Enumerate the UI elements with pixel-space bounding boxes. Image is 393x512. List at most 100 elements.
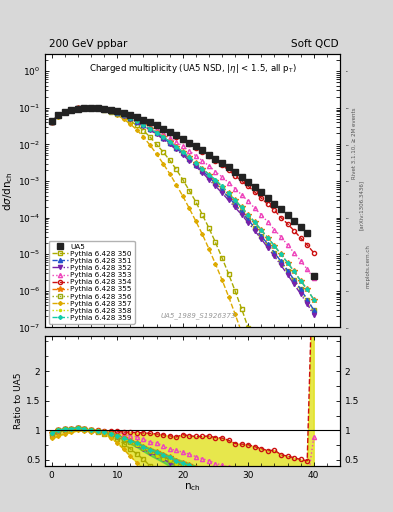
Pythia 6.428 358: [128, 116, 133, 122]
Pythia 6.428 352: [180, 152, 185, 158]
Pythia 6.428 354: [89, 105, 94, 111]
Pythia 6.428 359: [272, 243, 277, 249]
Pythia 6.428 350: [89, 105, 94, 111]
Line: Pythia 6.428 359: Pythia 6.428 359: [50, 106, 315, 301]
Pythia 6.428 359: [62, 109, 67, 115]
Pythia 6.428 353: [50, 119, 54, 125]
Pythia 6.428 357: [259, 388, 264, 394]
Pythia 6.428 356: [246, 217, 251, 223]
Pythia 6.428 356: [252, 225, 257, 231]
Pythia 6.428 358: [154, 131, 159, 137]
Pythia 6.428 350: [187, 187, 192, 194]
Pythia 6.428 353: [187, 148, 192, 154]
Pythia 6.428 356: [200, 168, 205, 174]
Pythia 6.428 356: [161, 135, 165, 141]
Pythia 6.428 352: [102, 106, 107, 113]
Pythia 6.428 354: [121, 111, 126, 117]
Pythia 6.428 354: [207, 153, 211, 159]
Line: UA5: UA5: [49, 105, 316, 279]
Pythia 6.428 352: [69, 106, 74, 113]
Pythia 6.428 350: [285, 455, 290, 461]
Pythia 6.428 353: [220, 174, 224, 180]
Pythia 6.428 358: [193, 162, 198, 168]
Pythia 6.428 351: [95, 105, 100, 112]
Pythia 6.428 354: [252, 189, 257, 195]
Pythia 6.428 359: [82, 105, 87, 111]
Pythia 6.428 354: [233, 173, 237, 179]
Pythia 6.428 358: [246, 218, 251, 224]
Pythia 6.428 359: [187, 154, 192, 160]
Pythia 6.428 358: [56, 112, 61, 118]
Pythia 6.428 359: [128, 115, 133, 121]
Pythia 6.428 355: [128, 115, 133, 121]
Pythia 6.428 357: [180, 193, 185, 199]
Pythia 6.428 359: [200, 165, 205, 172]
Pythia 6.428 357: [62, 110, 67, 116]
Pythia 6.428 355: [95, 105, 100, 112]
Pythia 6.428 354: [56, 112, 61, 118]
Pythia 6.428 357: [193, 218, 198, 224]
Pythia 6.428 356: [95, 105, 100, 112]
Pythia 6.428 356: [50, 119, 54, 125]
Pythia 6.428 355: [141, 122, 146, 128]
Pythia 6.428 353: [134, 116, 139, 122]
Pythia 6.428 357: [187, 205, 192, 211]
Pythia 6.428 357: [200, 231, 205, 238]
Line: Pythia 6.428 355: Pythia 6.428 355: [49, 105, 316, 302]
Text: Soft QCD: Soft QCD: [291, 38, 339, 49]
Pythia 6.428 355: [50, 119, 54, 125]
Pythia 6.428 351: [180, 151, 185, 157]
Legend: UA5, Pythia 6.428 350, Pythia 6.428 351, Pythia 6.428 352, Pythia 6.428 353, Pyt: UA5, Pythia 6.428 350, Pythia 6.428 351,…: [49, 241, 135, 324]
UA5: [95, 105, 100, 111]
UA5: [252, 184, 257, 190]
Pythia 6.428 350: [108, 109, 113, 115]
Pythia 6.428 358: [239, 210, 244, 217]
Pythia 6.428 352: [82, 105, 87, 111]
Pythia 6.428 357: [128, 121, 133, 127]
Pythia 6.428 356: [292, 277, 296, 283]
Pythia 6.428 358: [115, 110, 119, 116]
Pythia 6.428 357: [108, 109, 113, 115]
X-axis label: n$_\mathsf{ch}$: n$_\mathsf{ch}$: [184, 481, 201, 493]
Pythia 6.428 353: [128, 114, 133, 120]
Pythia 6.428 354: [246, 183, 251, 189]
Pythia 6.428 354: [141, 117, 146, 123]
Pythia 6.428 359: [226, 190, 231, 196]
Pythia 6.428 358: [161, 136, 165, 142]
Pythia 6.428 352: [213, 183, 218, 189]
Pythia 6.428 350: [62, 110, 67, 116]
Pythia 6.428 356: [128, 116, 133, 122]
UA5: [174, 132, 178, 138]
UA5: [69, 107, 74, 113]
Pythia 6.428 356: [285, 267, 290, 273]
Pythia 6.428 354: [239, 178, 244, 184]
Pythia 6.428 354: [305, 242, 310, 248]
Pythia 6.428 352: [246, 220, 251, 226]
Pythia 6.428 351: [187, 156, 192, 162]
Pythia 6.428 357: [174, 182, 178, 188]
Pythia 6.428 351: [246, 217, 251, 223]
Pythia 6.428 352: [279, 262, 283, 268]
Pythia 6.428 357: [292, 500, 296, 506]
Pythia 6.428 354: [95, 105, 100, 111]
Pythia 6.428 352: [141, 123, 146, 129]
Pythia 6.428 355: [259, 227, 264, 233]
Pythia 6.428 354: [108, 107, 113, 113]
Pythia 6.428 350: [298, 504, 303, 510]
Pythia 6.428 352: [226, 197, 231, 203]
Pythia 6.428 351: [50, 119, 54, 125]
Pythia 6.428 354: [311, 250, 316, 256]
Pythia 6.428 356: [213, 180, 218, 186]
Pythia 6.428 350: [95, 105, 100, 112]
Pythia 6.428 351: [252, 225, 257, 231]
Pythia 6.428 354: [62, 109, 67, 115]
Pythia 6.428 351: [207, 174, 211, 180]
Pythia 6.428 351: [285, 267, 290, 273]
Pythia 6.428 357: [56, 114, 61, 120]
Pythia 6.428 351: [134, 119, 139, 125]
Pythia 6.428 354: [226, 167, 231, 173]
Pythia 6.428 351: [56, 112, 61, 118]
Pythia 6.428 356: [69, 106, 74, 113]
UA5: [311, 273, 316, 280]
Pythia 6.428 350: [272, 409, 277, 415]
